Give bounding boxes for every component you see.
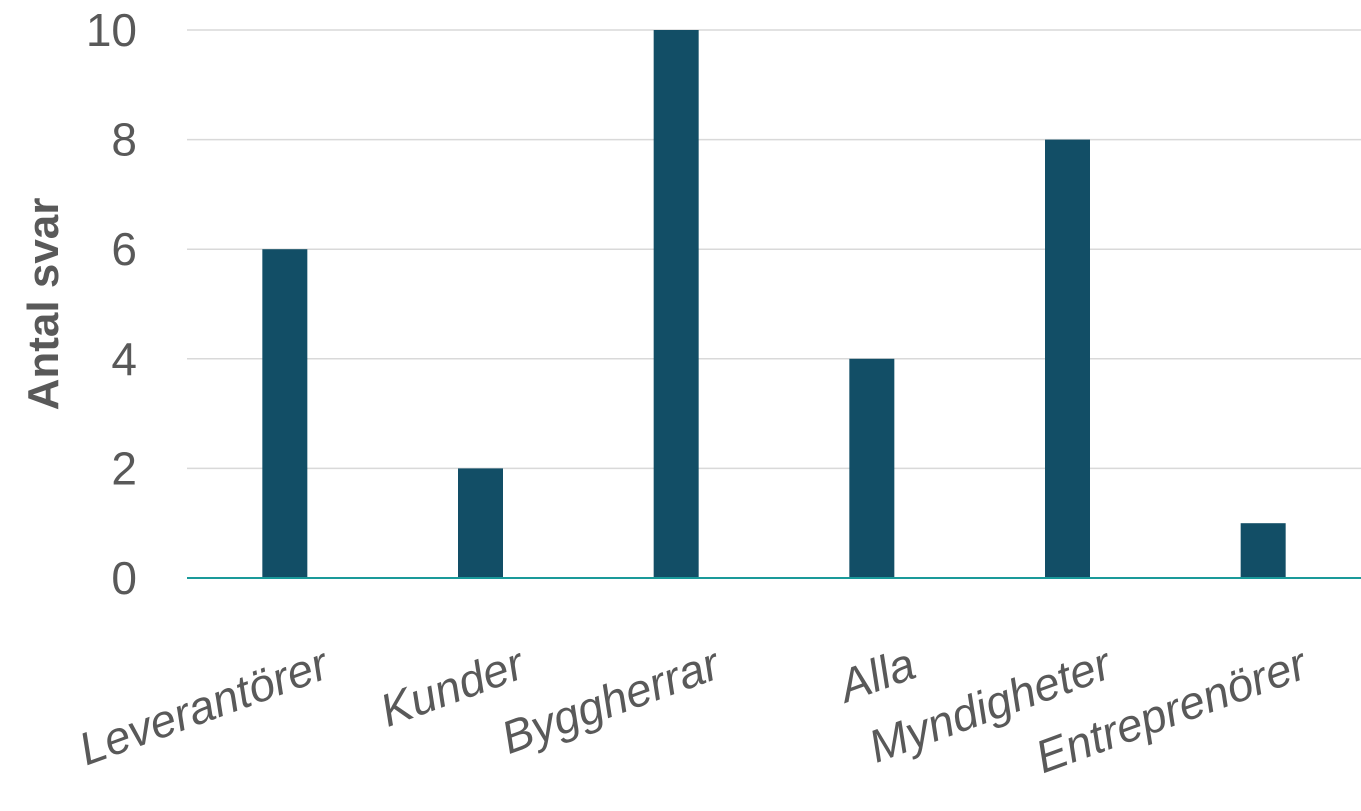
bar-byggherrar	[653, 30, 699, 578]
y-axis-title: Antal svar	[19, 198, 68, 411]
gridlines	[187, 29, 1361, 470]
bars	[262, 30, 1286, 578]
bar-kunder	[458, 468, 503, 578]
y-axis-ticks: 0 2 4 6 8 10	[86, 4, 137, 604]
y-tick-label: 8	[111, 114, 137, 166]
y-tick-label: 6	[111, 223, 137, 275]
y-tick-label: 10	[86, 4, 137, 56]
x-category-label: Alla	[829, 637, 922, 713]
y-tick-label: 4	[111, 333, 137, 385]
y-tick-label: 2	[111, 442, 137, 494]
y-tick-label: 0	[111, 552, 137, 604]
bar-myndigheter	[1045, 139, 1090, 578]
bar-entreprenörer	[1240, 523, 1286, 578]
bar-alla	[849, 358, 895, 578]
x-category-label: Leverantörer	[72, 637, 336, 776]
x-category-label: Byggherrar	[494, 637, 727, 764]
bar-leverantörer	[262, 249, 308, 578]
